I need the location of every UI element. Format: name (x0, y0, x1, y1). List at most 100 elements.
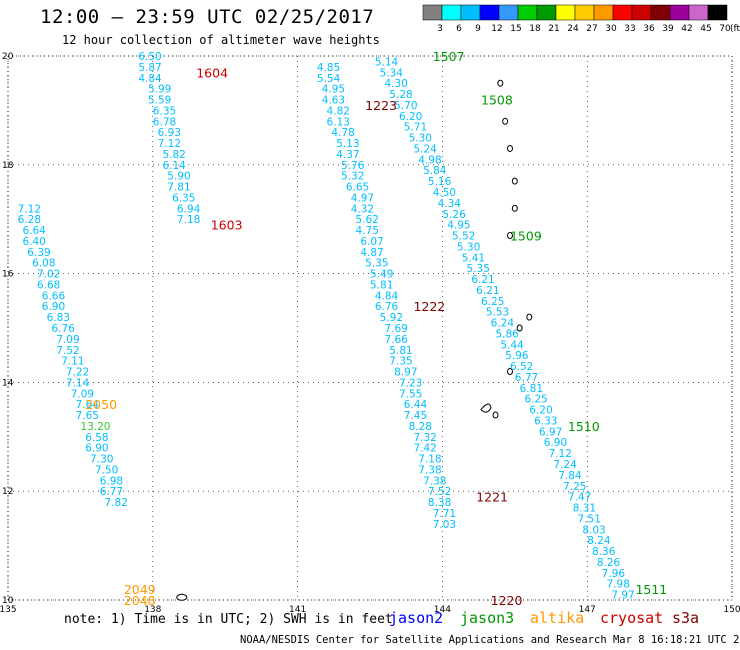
wave-height-value: 5.44 (500, 339, 524, 351)
wave-height-value: 4.97 (351, 192, 374, 204)
legend-altika: altika (530, 609, 585, 627)
wave-height-value: 4.32 (351, 203, 374, 215)
wave-height-value: 6.35 (153, 105, 176, 117)
wave-height-value: 6.39 (27, 247, 50, 259)
island-outline (516, 324, 523, 332)
note-text: note: 1) Time is in UTC; 2) SWH is in fe… (64, 612, 393, 627)
wave-height-value: 5.24 (413, 143, 437, 155)
wave-height-value: 4.78 (331, 127, 354, 139)
wave-height-value: 5.16 (428, 176, 452, 188)
island-outline (502, 117, 509, 125)
guam-outline (480, 403, 492, 413)
wave-height-value: 5.26 (442, 209, 466, 221)
wave-height-value: 5.87 (138, 62, 161, 74)
wave-height-value: 7.96 (602, 568, 626, 580)
pass-time-label: 1220 (491, 593, 523, 608)
x-tick-label: 150 (723, 605, 740, 615)
wave-height-value: 4.95 (447, 220, 470, 232)
wave-height-value: 5.34 (380, 67, 404, 79)
wave-height-value: 7.22 (66, 367, 89, 379)
legend-jason2: jason2 (389, 609, 444, 627)
wave-height-value: 6.76 (51, 323, 75, 335)
wave-height-value: 6.35 (172, 192, 195, 204)
wave-height-value: 4.98 (418, 154, 441, 166)
wave-height-value: 7.69 (384, 323, 407, 335)
wave-height-value: 6.44 (404, 399, 428, 411)
legend-jason3: jason3 (460, 609, 515, 627)
island-outline (511, 177, 518, 185)
island-outline (506, 232, 513, 240)
wave-height-value: 7.18 (418, 454, 441, 466)
wave-height-value: 7.12 (158, 138, 181, 150)
colorbar-label: 33 (624, 24, 635, 34)
wave-height-value: 5.90 (167, 171, 190, 183)
wave-height-value: 7.55 (399, 388, 422, 400)
colorbar-swatch (441, 4, 462, 21)
wave-height-value: 5.35 (365, 258, 388, 270)
pass-time-label: 1509 (510, 229, 542, 244)
wave-height-value: 4.84 (138, 73, 162, 85)
wave-height-value: 6.90 (544, 437, 567, 449)
colorbar-label: 15 (510, 24, 521, 34)
wave-height-value: 7.66 (384, 334, 408, 346)
wave-height-value: 6.66 (42, 290, 66, 302)
wave-height-value: 7.97 (611, 590, 634, 602)
wave-height-value: 7.03 (433, 519, 456, 531)
wave-height-value: 6.94 (177, 203, 201, 215)
wave-height-value: 5.70 (394, 100, 417, 112)
colorbar-label: 45 (700, 24, 711, 34)
wave-height-value: 4.75 (356, 225, 379, 237)
wave-height-value: 5.54 (317, 73, 341, 85)
wave-height-value: 7.24 (553, 459, 577, 471)
wave-height-value: 4.37 (336, 149, 359, 161)
wave-height-value: 7.50 (95, 464, 118, 476)
colorbar-swatch (650, 4, 671, 21)
wave-height-value: 5.14 (375, 56, 399, 68)
pass-time-label: 2050 (85, 397, 117, 412)
wave-height-value: 6.58 (85, 432, 108, 444)
wave-height-value: 5.76 (341, 160, 365, 172)
pass-time-label: 1604 (196, 65, 228, 80)
wave-height-value: 5.96 (505, 350, 529, 362)
wave-height-value: 7.25 (563, 481, 586, 493)
wave-height-value: 4.63 (322, 95, 345, 107)
colorbar-label: 27 (586, 24, 597, 34)
colorbar-swatch (460, 4, 481, 21)
wave-height-value: 6.21 (476, 285, 499, 297)
wave-height-value: 6.13 (327, 116, 350, 128)
wave-height-value: 8.24 (587, 535, 611, 547)
wave-height-value: 4.34 (438, 198, 462, 210)
colorbar-label: 18 (529, 24, 541, 34)
pass-time-label: 1511 (635, 582, 667, 597)
wave-height-value: 6.33 (534, 415, 557, 427)
wave-height-value: 5.53 (486, 307, 509, 319)
wave-height-value: 5.92 (380, 312, 403, 324)
island-outline (511, 204, 518, 212)
wave-height-value: 5.86 (495, 328, 519, 340)
wave-height-value: 7.64 (76, 399, 100, 411)
wave-height-value: 6.64 (22, 225, 46, 237)
wave-height-value: 6.77 (100, 486, 123, 498)
wave-height-value: 6.25 (524, 394, 547, 406)
colorbar-label: 36 (643, 24, 655, 34)
wave-height-value: 4.84 (375, 290, 399, 302)
wave-height-value: 6.07 (360, 236, 383, 248)
wave-height-value: 5.52 (452, 231, 475, 243)
wave-height-value: 7.02 (37, 269, 60, 281)
colorbar-swatch (612, 4, 633, 21)
wave-height-value: 5.84 (423, 165, 447, 177)
wave-height-value: 7.38 (423, 475, 446, 487)
colorbar-swatch (517, 4, 538, 21)
legend-cryosat: cryosat (600, 609, 664, 627)
wave-height-value: 6.08 (32, 258, 55, 270)
pass-time-label: 1222 (413, 299, 445, 314)
wave-height-value: 6.40 (22, 236, 45, 248)
wave-height-value: 7.14 (66, 377, 90, 389)
wave-height-value: 6.98 (100, 475, 123, 487)
wave-height-value: 6.52 (510, 361, 533, 373)
wave-height-value: 6.24 (491, 318, 515, 330)
colorbar-swatch (536, 4, 557, 21)
wave-height-value: 8.26 (597, 557, 621, 569)
pass-time-label: 1223 (365, 98, 397, 113)
